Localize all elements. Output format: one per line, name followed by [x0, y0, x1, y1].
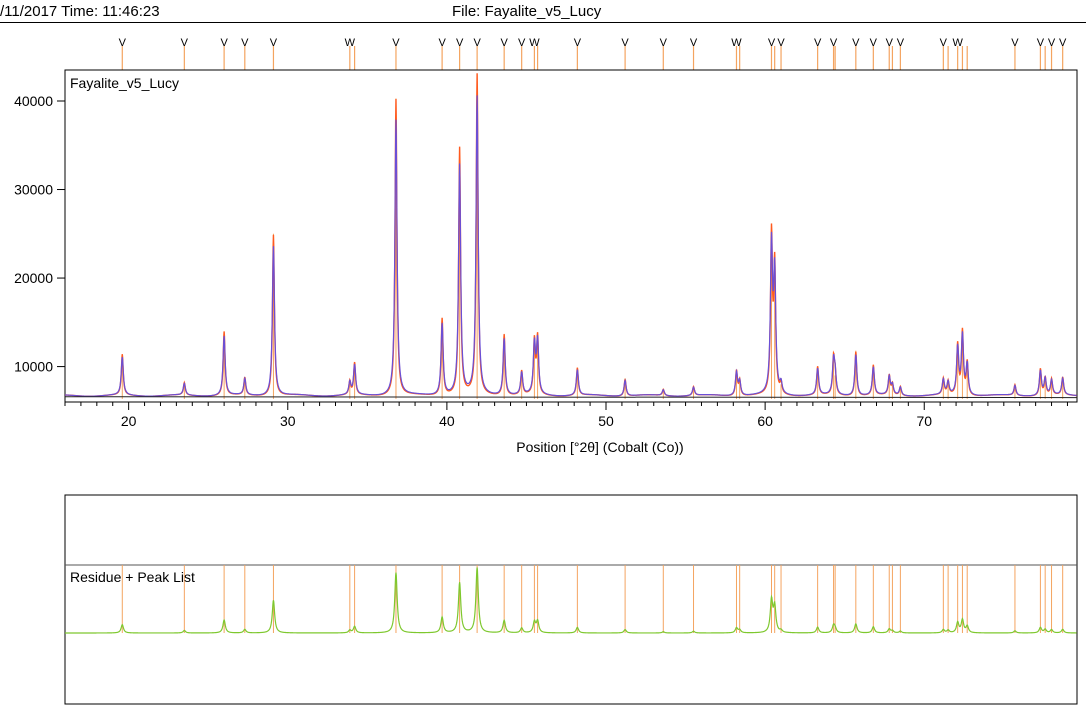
peak-marker-label: V [181, 37, 189, 49]
y-axis: 10000 20000 30000 40000 [14, 93, 65, 375]
peak-marker-label: W [345, 37, 356, 49]
y-tick-label: 20000 [14, 270, 53, 286]
peak-marker-label: V [220, 37, 228, 49]
y-tick-label: 40000 [14, 93, 53, 109]
background-line [64, 396, 1078, 399]
residue-series-line [65, 567, 1077, 634]
peak-marker-label: V [814, 37, 822, 49]
x-tick-label: 60 [757, 413, 773, 429]
peak-marker-label: W [731, 37, 742, 49]
main-peak-lines [121, 74, 1064, 399]
main-plot-frame [64, 69, 1078, 403]
x-axis: 20 30 40 50 60 70 [64, 402, 1068, 429]
peak-marker-label: W [529, 37, 540, 49]
peak-marker-label: V [1011, 37, 1019, 49]
report-header: /11/2017 Time: 11:46:23 File: Fayalite_v… [0, 0, 1086, 24]
peak-marker-label: V [119, 37, 127, 49]
residue-plot-frame [64, 494, 1078, 705]
peak-marker-label: V [886, 37, 894, 49]
file-label: File: Fayalite_v5_Lucy [452, 3, 602, 20]
header-rule [0, 22, 1086, 23]
peak-marker-label: V [768, 37, 776, 49]
x-axis-label: Position [°2θ] (Cobalt (Co)) [516, 439, 683, 455]
residue-plot-title: Residue + Peak List [70, 569, 195, 585]
peak-marker-label: V [852, 37, 860, 49]
date-time-label: /11/2017 Time: 11:46:23 [0, 3, 160, 20]
peak-marker-label: V [500, 37, 508, 49]
peak-marker-label: V [870, 37, 878, 49]
peak-marker-label: V [690, 37, 698, 49]
calculated-series-line [64, 95, 1077, 397]
peak-marker-label: V [241, 37, 249, 49]
peak-marker-label: V [777, 37, 785, 49]
x-tick-label: 70 [916, 413, 932, 429]
y-tick-label: 10000 [14, 359, 53, 375]
peak-marker-label: V [518, 37, 526, 49]
peak-marker-label: V [392, 37, 400, 49]
peak-marker-label: V [621, 37, 629, 49]
observed-series-line [64, 73, 1077, 397]
peak-marker-label: V [1059, 37, 1067, 49]
main-plot-title: Fayalite_v5_Lucy [70, 75, 179, 91]
peak-marker-label: V [1037, 37, 1045, 49]
peak-marker-label: W [952, 37, 963, 49]
x-tick-label: 20 [121, 413, 137, 429]
x-tick-label: 40 [439, 413, 455, 429]
peak-marker-label: V [438, 37, 446, 49]
peak-marker-label: V [270, 37, 278, 49]
peak-marker-label: V [456, 37, 464, 49]
x-tick-label: 30 [280, 413, 296, 429]
peak-marker-label: V [830, 37, 838, 49]
x-tick-label: 50 [598, 413, 614, 429]
peak-marker-label: V [940, 37, 948, 49]
peak-marker-label: V [574, 37, 582, 49]
peak-marker-label: V [897, 37, 905, 49]
peak-marker-label: V [1048, 37, 1056, 49]
peak-marker-label: V [473, 37, 481, 49]
y-tick-label: 30000 [14, 182, 53, 198]
residue-peak-lines [121, 565, 1064, 633]
peak-marker-label: V [660, 37, 668, 49]
